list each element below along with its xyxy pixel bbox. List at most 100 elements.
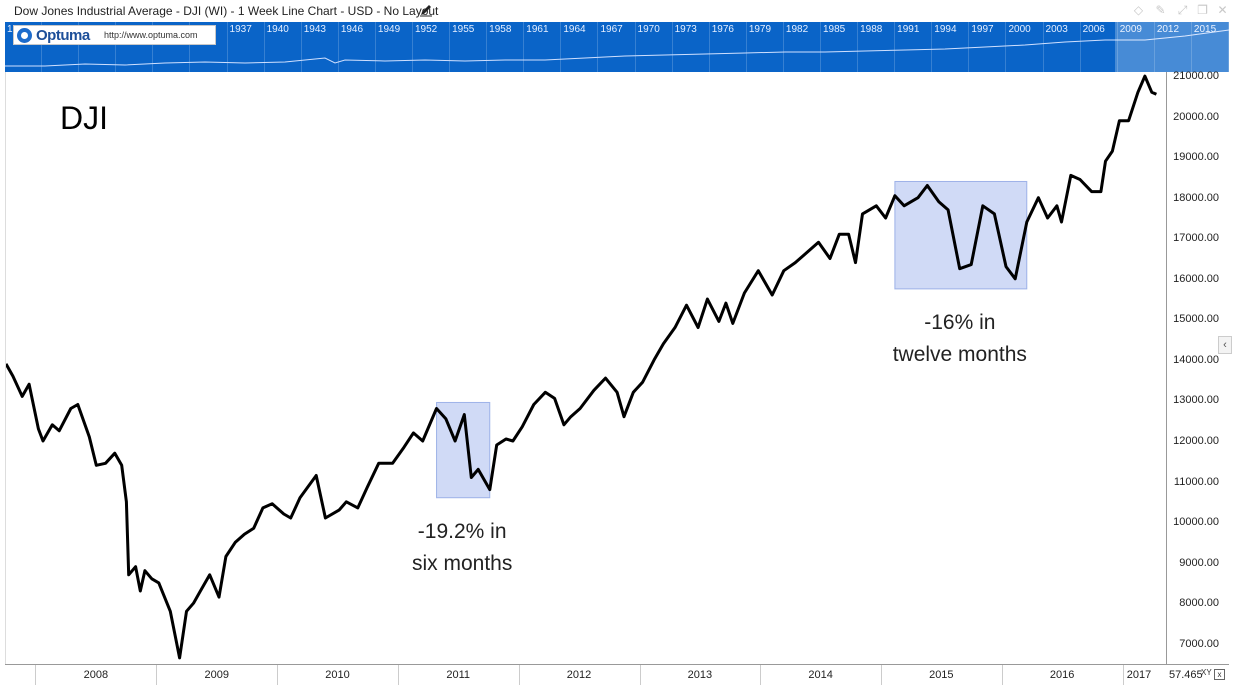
chart-window-title: Dow Jones Industrial Average - DJI (WI) … (14, 4, 439, 18)
y-tick-label: 18000.00 (1173, 191, 1219, 204)
overview-year-label: 1967 (600, 24, 623, 35)
xy-toggle-button[interactable]: XY (1201, 668, 1212, 677)
pin-icon[interactable]: ✎ (1155, 3, 1166, 17)
overview-year-separator (708, 22, 710, 72)
overview-year-separator (1116, 22, 1118, 72)
chart-symbol-label: DJI (60, 100, 108, 136)
overview-year-label: 2000 (1008, 24, 1031, 35)
expand-icon[interactable]: ⤢ (1177, 3, 1188, 17)
overview-year-label: 1982 (785, 24, 809, 35)
value-readout: 57.465 (1169, 669, 1203, 681)
overview-year-label: 1961 (526, 24, 549, 35)
overview-year-label: 1958 (489, 24, 512, 35)
overview-year-separator (1190, 22, 1192, 72)
x-year-separator (639, 665, 641, 685)
overview-year-separator (337, 22, 339, 72)
pencil-icon[interactable] (419, 3, 433, 17)
close-icon[interactable]: ✕ (1217, 3, 1228, 17)
y-tick-label: 16000.00 (1173, 272, 1219, 285)
x-year-separator (880, 665, 882, 685)
optuma-logo-icon (17, 28, 32, 43)
overview-year-separator (1079, 22, 1081, 72)
overview-year-separator (78, 22, 80, 72)
overview-year-label: 1976 (711, 24, 734, 35)
x-year-separator (1122, 665, 1124, 685)
x-year-separator (397, 665, 399, 685)
overview-year-separator (300, 22, 302, 72)
x-tick-label: 2008 (83, 669, 109, 681)
close-readout-button[interactable]: x (1214, 669, 1225, 680)
y-tick-label: 21000.00 (1173, 70, 1219, 83)
x-tick-label: 2016 (1049, 669, 1075, 681)
overview-year-scale: 1919192219251928193119341937194019431946… (5, 22, 1229, 72)
x-year-separator (760, 665, 762, 685)
overview-year-separator (226, 22, 228, 72)
annotation-line-1: -16% in (924, 310, 996, 334)
overview-year-separator (745, 22, 747, 72)
price-chart (6, 74, 1157, 660)
overview-navigator[interactable]: 1919192219251928193119341937194019431946… (5, 22, 1229, 72)
y-tick-label: 20000.00 (1173, 110, 1219, 123)
x-year-separator (277, 665, 279, 685)
overview-year-separator (523, 22, 525, 72)
y-tick-label: 7000.00 (1179, 637, 1219, 650)
chevron-left-icon[interactable]: ‹ (1218, 336, 1232, 354)
overview-year-separator (857, 22, 859, 72)
y-tick-label: 15000.00 (1173, 313, 1219, 326)
dji-price-line[interactable] (6, 74, 1157, 660)
overview-year-separator (560, 22, 562, 72)
y-tick-label: 14000.00 (1173, 353, 1219, 366)
x-tick-label: 2017 (1126, 669, 1152, 681)
chart-title-bar: Dow Jones Industrial Average - DJI (WI) … (0, 0, 1236, 22)
y-tick-label: 9000.00 (1179, 556, 1219, 569)
overview-year-label: 1943 (303, 24, 326, 35)
overview-year-label: 1997 (971, 24, 994, 35)
annotation-line-2: twelve months (892, 342, 1027, 366)
y-tick-label: 8000.00 (1179, 597, 1219, 610)
x-year-separator (1001, 665, 1003, 685)
optuma-url: http://www.optuma.com (104, 30, 198, 40)
x-tick-label: 2015 (929, 669, 954, 681)
annotation-box-1[interactable] (894, 180, 1028, 290)
diamond-icon[interactable]: ◇ (1133, 3, 1144, 17)
x-tick-label: 2014 (808, 669, 833, 681)
overview-year-separator (1042, 22, 1044, 72)
x-year-separator (156, 665, 158, 685)
overview-year-separator (634, 22, 636, 72)
overview-year-separator (189, 22, 191, 72)
optuma-brand-name: Optuma (36, 27, 90, 44)
overview-year-separator (152, 22, 154, 72)
x-tick-label: 2013 (687, 669, 713, 681)
overview-year-label: 1949 (377, 24, 401, 35)
overview-year-separator (968, 22, 970, 72)
overview-year-separator (115, 22, 117, 72)
y-tick-label: 19000.00 (1173, 151, 1219, 164)
overview-year-separator (412, 22, 413, 72)
overview-year-label: 1937 (229, 24, 252, 35)
y-tick-label: 12000.00 (1173, 434, 1219, 447)
x-year-separator (35, 665, 37, 685)
y-tick-label: 11000.00 (1173, 475, 1219, 488)
overview-year-separator (41, 22, 43, 72)
overview-year-label: 1952 (415, 24, 438, 35)
overview-year-label: 1994 (934, 24, 957, 35)
overview-year-label: 1970 (637, 24, 660, 35)
price-axis[interactable]: 7000.00 8000.00 9000.00 10000.00 11000.00 120… (1167, 70, 1229, 664)
overview-price-line (5, 29, 1229, 67)
overview-year-label: 1946 (340, 24, 364, 35)
annotation-drawdown-2015: -16% in twelve months (870, 307, 1050, 371)
axis-corner: 57.465 XY x (1167, 664, 1229, 684)
date-axis[interactable]: 2008 2009 2010 2011 2012 2013 2014 2015 2016 2017 (5, 664, 1167, 685)
overview-year-separator (894, 22, 896, 72)
x-year-separator (518, 665, 520, 685)
restore-icon[interactable]: ❐ (1197, 3, 1208, 17)
overview-year-separator (1153, 22, 1155, 72)
annotation-line-2: six months (411, 551, 513, 575)
overview-year-separator (931, 22, 933, 72)
overview-visible-range[interactable] (1115, 22, 1229, 72)
overview-year-label: 1991 (897, 24, 920, 35)
overview-year-separator (263, 22, 265, 72)
overview-year-label: 1988 (860, 24, 883, 35)
chart-plot-area[interactable] (5, 72, 1167, 664)
overview-year-label: 1979 (748, 24, 772, 35)
